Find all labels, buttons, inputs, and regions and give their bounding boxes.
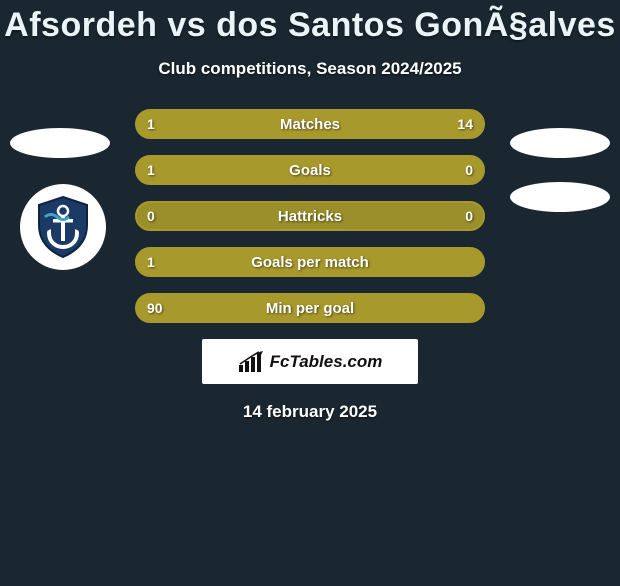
stat-label: Goals per match <box>137 249 483 275</box>
shield-anchor-icon <box>31 195 95 259</box>
stat-label: Goals <box>137 157 483 183</box>
date: 14 february 2025 <box>0 402 620 422</box>
player-badge-right-2 <box>510 182 610 212</box>
stat-row: 90Min per goal <box>135 293 485 323</box>
stat-label: Hattricks <box>137 203 483 229</box>
subtitle: Club competitions, Season 2024/2025 <box>0 59 620 79</box>
stat-label: Min per goal <box>137 295 483 321</box>
stat-row: 1Goals per match <box>135 247 485 277</box>
stats-container: 114Matches 10Goals 00Hattricks 1Goals per m… <box>135 109 485 323</box>
player-badge-right-1 <box>510 128 610 158</box>
bar-chart-icon <box>238 351 266 373</box>
brand-box[interactable]: FcTables.com <box>202 339 418 384</box>
page-title: Afsordeh vs dos Santos GonÃ§alves <box>0 6 620 45</box>
player-badge-left <box>10 128 110 158</box>
stat-label: Matches <box>137 111 483 137</box>
brand-text: FcTables.com <box>270 352 383 372</box>
stat-row: 10Goals <box>135 155 485 185</box>
stat-row: 114Matches <box>135 109 485 139</box>
stat-row: 00Hattricks <box>135 201 485 231</box>
club-logo-left <box>20 184 106 270</box>
